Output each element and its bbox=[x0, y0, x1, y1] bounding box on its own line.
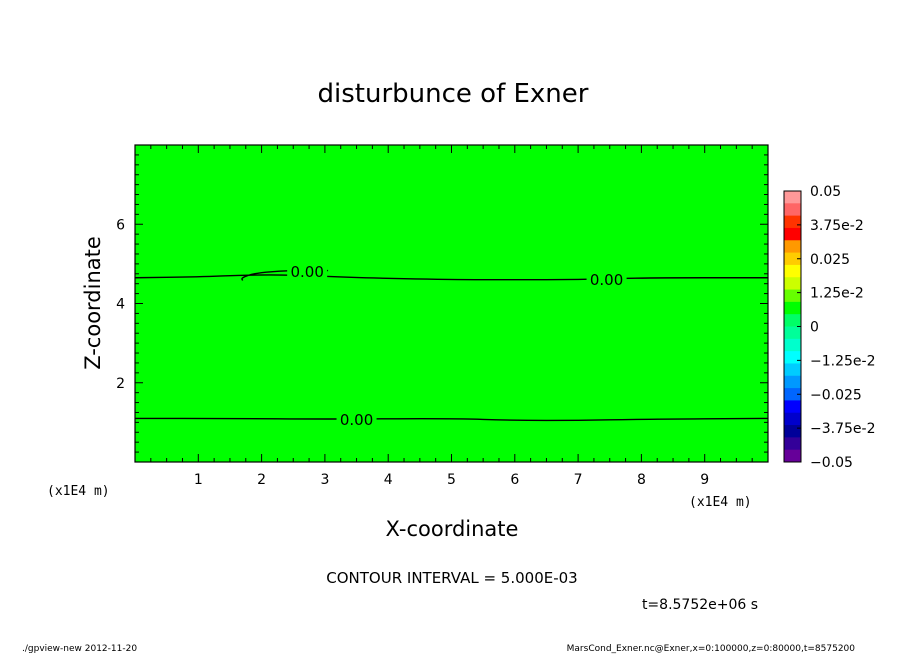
field-fill bbox=[135, 145, 768, 462]
colorbar-label: −0.025 bbox=[810, 387, 862, 403]
x-tick-label: 9 bbox=[700, 472, 709, 488]
contour-line-2 bbox=[134, 417, 769, 422]
colorbar-band bbox=[784, 203, 801, 217]
contour-label-bg-0 bbox=[586, 270, 627, 287]
colorbar-band bbox=[784, 400, 801, 414]
colorbar-band bbox=[784, 252, 801, 266]
colorbar-label: −1.25e-2 bbox=[810, 353, 875, 369]
colorbar-band bbox=[784, 425, 801, 438]
colorbar-band bbox=[784, 449, 801, 463]
contour-label-bg-1 bbox=[287, 263, 328, 280]
colorbar-band bbox=[784, 240, 801, 254]
colorbar-label: 1.25e-2 bbox=[810, 286, 864, 302]
contour-line-1 bbox=[241, 269, 329, 281]
x-tick-label: 4 bbox=[384, 472, 393, 488]
colorbar-band bbox=[784, 301, 801, 315]
colorbar-band bbox=[784, 388, 801, 401]
colorbar-band bbox=[784, 412, 801, 426]
x-tick-label: 8 bbox=[637, 472, 646, 488]
x-axis-label: X-coordinate bbox=[386, 517, 519, 541]
y-axis-label: Z-coordinate bbox=[81, 236, 105, 370]
contour-interval-note: CONTOUR INTERVAL = 5.000E-03 bbox=[326, 569, 577, 587]
colorbar-band bbox=[784, 363, 801, 377]
colorbar-band bbox=[784, 227, 801, 241]
colorbar-band bbox=[784, 289, 801, 303]
colorbar-band bbox=[784, 264, 801, 278]
x-tick-label: 7 bbox=[574, 472, 583, 488]
colorbar-band bbox=[784, 191, 801, 204]
y-tick-label: 4 bbox=[116, 297, 125, 313]
x-tick-label: 2 bbox=[257, 472, 266, 488]
x-tick-label: 1 bbox=[194, 472, 203, 488]
x-left-scale-note: (x1E4 m) bbox=[47, 484, 110, 499]
colorbar: 0.05 3.75e-2 0.025 1.25e-2 0 −1.25e-2 −0.025 −3… bbox=[783, 184, 875, 471]
x-right-scale-note: (x1E4 m) bbox=[689, 495, 752, 510]
footer-left-text: ./gpview-new 2012-11-20 bbox=[22, 644, 137, 654]
time-stamp: t=8.5752e+06 s bbox=[642, 597, 758, 613]
colorbar-band bbox=[784, 338, 801, 352]
colorbar-band bbox=[784, 314, 801, 327]
contour-label-bg-2 bbox=[336, 411, 377, 428]
colorbar-band bbox=[784, 351, 801, 364]
colorbar-label: 3.75e-2 bbox=[810, 218, 864, 234]
colorbar-label: −3.75e-2 bbox=[810, 421, 875, 437]
colorbar-band bbox=[784, 375, 801, 389]
x-tick-label: 5 bbox=[447, 472, 456, 488]
colorbar-label: 0 bbox=[810, 320, 819, 336]
x-tick-label: 3 bbox=[320, 472, 329, 488]
plot-area: 0.00 0.00 0.00 1 2 3 4 5 6 7 8 9 2 4 6 bbox=[116, 144, 769, 488]
footer-right-text: MarsCond_Exner.nc@Exner,x=0:100000,z=0:8… bbox=[567, 644, 856, 654]
x-tick-label: 6 bbox=[510, 472, 519, 488]
chart-title: disturbunce of Exner bbox=[318, 79, 589, 109]
colorbar-band bbox=[784, 215, 801, 229]
colorbar-label: 0.025 bbox=[810, 252, 850, 268]
contour-label-2: 0.00 bbox=[340, 411, 373, 429]
y-tick-label: 6 bbox=[116, 217, 125, 233]
contour-label-0: 0.00 bbox=[590, 271, 623, 289]
contour-label-1: 0.00 bbox=[290, 263, 323, 281]
colorbar-band bbox=[784, 437, 801, 451]
colorbar-band bbox=[784, 277, 801, 291]
y-tick-label: 2 bbox=[116, 376, 125, 392]
colorbar-label: 0.05 bbox=[810, 184, 841, 200]
colorbar-label: −0.05 bbox=[810, 455, 853, 471]
colorbar-band bbox=[784, 326, 801, 340]
